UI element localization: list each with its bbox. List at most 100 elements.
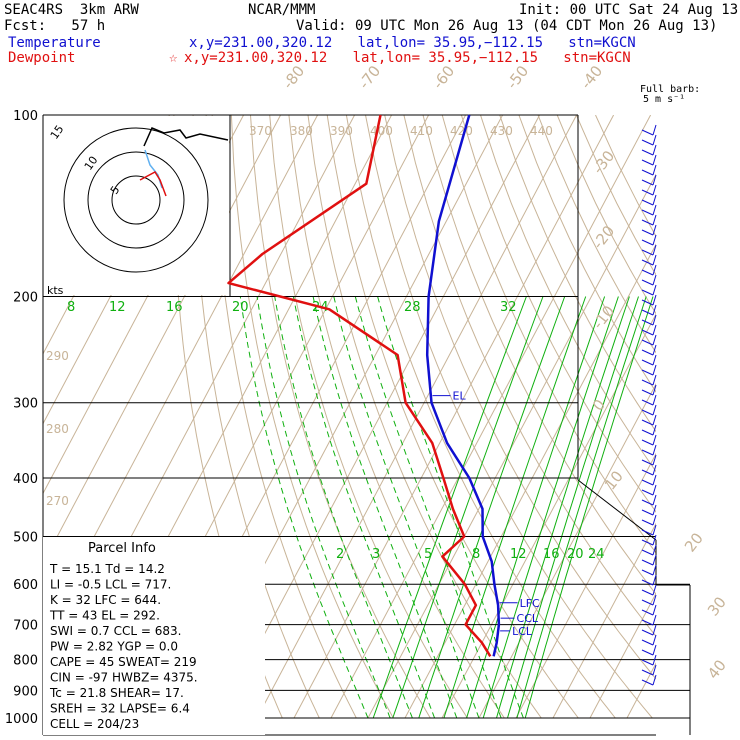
wind-barb-flag <box>641 499 654 506</box>
pressure-tick-label: 700 <box>13 619 38 634</box>
wind-barb-staff <box>652 564 657 576</box>
isotherm-line <box>404 243 656 719</box>
mixing-ratio-label: 24 <box>588 547 605 562</box>
wind-barb-staff <box>652 644 657 656</box>
wind-barb-flag <box>641 299 654 306</box>
parcel-info-row: SREH = 32 LAPSE= 6.4 <box>50 702 190 716</box>
wind-barb-staff <box>652 214 657 226</box>
wind-barb-flag <box>641 219 654 226</box>
isotherm-label: 30 <box>704 593 730 619</box>
wind-barb-flag <box>641 549 654 556</box>
wind-barb-staff <box>652 304 657 316</box>
mixing-ratio-line <box>482 296 619 719</box>
wind-barb-staff <box>652 494 657 506</box>
theta-label: 280 <box>46 422 69 436</box>
wind-barb-staff <box>652 404 657 416</box>
wind-barb-staff <box>652 604 657 616</box>
dry-adiabat-line <box>499 115 656 433</box>
wind-barb-staff <box>652 124 657 136</box>
wind-barb-staff <box>652 174 657 186</box>
wind-barb-flag <box>641 159 654 166</box>
mixing-ratio-label: 3 <box>372 547 380 562</box>
wind-barb-flag <box>641 569 654 576</box>
mixing-ratio-label: 5 <box>424 547 432 562</box>
parcel-info-row: CAPE = 45 SWEAT= 219 <box>50 655 197 669</box>
theta-label: 290 <box>46 349 69 363</box>
pressure-tick-label: 1000 <box>5 712 38 727</box>
mixing-ratio-label: 20 <box>567 547 584 562</box>
dry-adiabat-line <box>460 115 656 513</box>
wind-barb-flag <box>641 649 654 656</box>
wind-barb-staff <box>652 364 657 376</box>
wind-barb-flag <box>641 149 654 156</box>
wind-barb-flag <box>641 309 654 316</box>
parcel-info-row: TT = 43 EL = 292. <box>49 609 160 623</box>
wind-barb-staff <box>652 454 657 466</box>
wind-barb-flag <box>641 229 654 236</box>
dewpoint-legend-label: Dewpoint <box>8 50 76 66</box>
wind-barb-staff <box>652 504 657 516</box>
wind-barb-staff <box>652 614 657 626</box>
wind-barb-staff <box>652 464 657 476</box>
parcel-level-label: LCL <box>512 625 533 638</box>
hodograph-ring <box>63 127 209 273</box>
wind-barb-staff <box>652 294 657 306</box>
hodograph-trace <box>139 171 167 197</box>
isotherm-line <box>293 115 615 719</box>
dry-adiabat-line <box>211 115 357 719</box>
dry-adiabat-line <box>480 115 656 473</box>
wind-barb-flag <box>641 369 654 376</box>
wind-barb-flag <box>641 139 654 146</box>
pressure-tick-label: 500 <box>13 530 38 545</box>
wind-barb-staff <box>652 394 657 406</box>
parcel-info-row: PW = 2.82 YGP = 0.0 <box>50 640 178 654</box>
wind-barb-staff <box>652 634 657 646</box>
barb-key-label: Full barb: <box>640 84 701 95</box>
wind-barb-staff <box>652 344 657 356</box>
wind-barb-staff <box>652 254 657 266</box>
wind-barb-flag <box>641 419 654 426</box>
wind-barb-flag <box>641 249 654 256</box>
wind-barb-flag <box>641 209 654 216</box>
isotherm-label: 20 <box>681 529 707 555</box>
wind-barb-flag <box>641 509 654 516</box>
mixing-ratio-line <box>507 296 639 719</box>
pressure-tick-label: 200 <box>13 291 38 306</box>
wind-barb-flag <box>641 179 654 186</box>
wind-barb-flag <box>641 619 654 626</box>
wind-barb-flag <box>641 579 654 586</box>
dry-adiabat-line <box>250 115 431 719</box>
mixing-ratio-label: 8 <box>472 547 480 562</box>
theta-label: 410 <box>410 124 433 138</box>
wind-barb-flag <box>641 589 654 596</box>
wind-barb-flag <box>641 239 654 246</box>
wind-barb-flag <box>641 489 654 496</box>
wind-barb-flag <box>641 629 654 636</box>
wind-barb-staff <box>652 434 657 446</box>
mixing-ratio-label: 20 <box>232 300 249 315</box>
parcel-info-row: CELL = 204/23 <box>50 717 139 731</box>
wind-barb-flag <box>641 479 654 486</box>
pressure-tick-label: 100 <box>13 109 38 124</box>
wind-barb-staff <box>652 274 657 286</box>
mixing-ratio-label: 32 <box>500 300 517 315</box>
isotherm-line <box>626 662 656 719</box>
wind-barb-flag <box>641 329 654 336</box>
wind-barb-flag <box>641 189 654 196</box>
wind-barb-flag <box>641 609 654 616</box>
hodograph-trace <box>143 127 229 147</box>
isotherm-line <box>256 115 578 719</box>
theta-label: 390 <box>330 124 353 138</box>
wind-barb-flag <box>641 379 654 386</box>
theta-label: 370 <box>249 124 272 138</box>
moist-adiabat-line <box>256 296 391 719</box>
theta-label: 270 <box>46 494 69 508</box>
wind-barb-staff <box>652 544 657 556</box>
mixing-ratio-label: 16 <box>166 300 183 315</box>
wind-barb-staff <box>652 384 657 396</box>
wind-barb-staff <box>652 534 657 546</box>
parcel-info-row: SWI = 0.7 CCL = 683. <box>50 624 181 638</box>
wind-barb-staff <box>652 514 657 526</box>
